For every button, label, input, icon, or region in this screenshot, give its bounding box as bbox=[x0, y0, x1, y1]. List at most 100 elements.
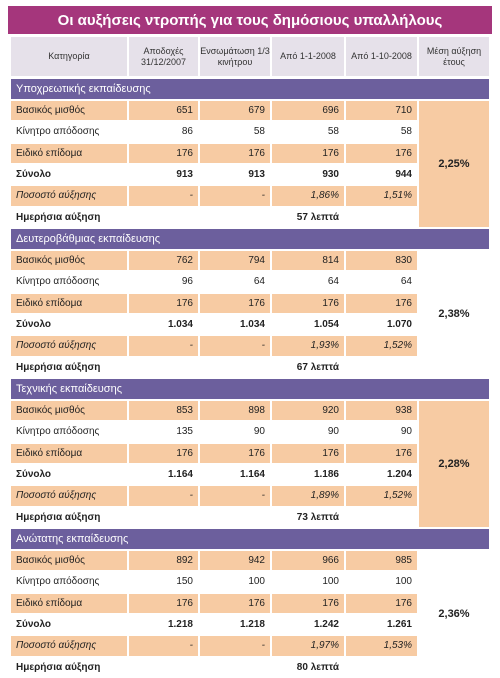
cell-value: 1,51% bbox=[346, 186, 417, 206]
row-label: Βασικός μισθός bbox=[11, 251, 127, 271]
cell-value: 794 bbox=[200, 251, 270, 271]
cell-value: 1,89% bbox=[272, 486, 344, 506]
row-label: Ημερήσια αύξηση bbox=[11, 657, 127, 677]
cell-value: 1,86% bbox=[272, 186, 344, 206]
cell-value: 814 bbox=[272, 251, 344, 271]
cell-value: 696 bbox=[272, 101, 344, 121]
cell-value: 930 bbox=[272, 164, 344, 185]
cell-value: 176 bbox=[272, 443, 344, 463]
cell-value: 64 bbox=[200, 272, 270, 292]
cell-value: 96 bbox=[129, 272, 198, 292]
cell-value: 913 bbox=[129, 164, 198, 185]
column-header: Αποδοχές 31/12/2007 bbox=[129, 37, 198, 76]
title-bar: Οι αυξήσεις ντροπής για τους δημόσιους υ… bbox=[8, 6, 492, 34]
column-header: Μέση αύξηση έτους bbox=[419, 37, 489, 76]
cell-value: 1.218 bbox=[200, 614, 270, 635]
daily-increase-value: 67 λεπτά bbox=[272, 357, 344, 377]
row-label: Ειδικό επίδομα bbox=[11, 293, 127, 313]
cell-value: 64 bbox=[346, 272, 417, 292]
section-title: Τεχνικής εκπαίδευσης bbox=[11, 379, 489, 399]
cell-value: 58 bbox=[272, 122, 344, 142]
cell-value: 176 bbox=[346, 293, 417, 313]
column-header: Από 1-10-2008 bbox=[346, 37, 417, 76]
cell-value: 100 bbox=[346, 572, 417, 592]
cell-value: 58 bbox=[346, 122, 417, 142]
cell-value: 913 bbox=[200, 164, 270, 185]
row-label: Σύνολο bbox=[11, 614, 127, 635]
cell-value: 920 bbox=[272, 401, 344, 421]
cell-value: 853 bbox=[129, 401, 198, 421]
cell-value: 176 bbox=[346, 593, 417, 613]
cell-value: 1.261 bbox=[346, 614, 417, 635]
row-label: Κίνητρο απόδοσης bbox=[11, 122, 127, 142]
cell-value: 100 bbox=[200, 572, 270, 592]
row-label: Ημερήσια αύξηση bbox=[11, 357, 127, 377]
cell-value: - bbox=[129, 486, 198, 506]
average-increase: 2,36% bbox=[419, 551, 489, 677]
cell-value: 1.070 bbox=[346, 314, 417, 335]
cell-value: 942 bbox=[200, 551, 270, 571]
row-label: Σύνολο bbox=[11, 314, 127, 335]
cell-value: 1.164 bbox=[200, 464, 270, 485]
cell-value: 176 bbox=[346, 143, 417, 163]
cell-value: 176 bbox=[200, 593, 270, 613]
cell-value: 1.204 bbox=[346, 464, 417, 485]
cell-value: 1,93% bbox=[272, 336, 344, 356]
cell-value: 64 bbox=[272, 272, 344, 292]
column-header: Κατηγορία bbox=[11, 37, 127, 76]
cell-value: 944 bbox=[346, 164, 417, 185]
daily-increase-value: 80 λεπτά bbox=[272, 657, 344, 677]
cell-value: - bbox=[129, 336, 198, 356]
cell-value: 176 bbox=[272, 143, 344, 163]
row-label: Ειδικό επίδομα bbox=[11, 593, 127, 613]
cell-value: 176 bbox=[129, 593, 198, 613]
cell-value: 1,52% bbox=[346, 336, 417, 356]
cell-value: 892 bbox=[129, 551, 198, 571]
cell-value: 1.034 bbox=[200, 314, 270, 335]
cell-value: 58 bbox=[200, 122, 270, 142]
cell-value: 176 bbox=[346, 443, 417, 463]
cell-value: - bbox=[200, 486, 270, 506]
cell-value: 985 bbox=[346, 551, 417, 571]
cell-value: 679 bbox=[200, 101, 270, 121]
row-label: Ειδικό επίδομα bbox=[11, 143, 127, 163]
cell-value: 1,52% bbox=[346, 486, 417, 506]
row-label: Ποσοστό αύξησης bbox=[11, 486, 127, 506]
row-label: Ποσοστό αύξησης bbox=[11, 336, 127, 356]
cell-value: 176 bbox=[129, 293, 198, 313]
row-label: Κίνητρο απόδοσης bbox=[11, 572, 127, 592]
cell-value: 762 bbox=[129, 251, 198, 271]
cell-value: - bbox=[200, 636, 270, 656]
cell-value: 176 bbox=[200, 143, 270, 163]
cell-value: 966 bbox=[272, 551, 344, 571]
cell-value: - bbox=[129, 636, 198, 656]
row-label: Κίνητρο απόδοσης bbox=[11, 272, 127, 292]
cell-value: 1.186 bbox=[272, 464, 344, 485]
row-label: Βασικός μισθός bbox=[11, 101, 127, 121]
row-label: Ημερήσια αύξηση bbox=[11, 507, 127, 527]
cell-value: 150 bbox=[129, 572, 198, 592]
cell-value: 938 bbox=[346, 401, 417, 421]
cell-value: 1.242 bbox=[272, 614, 344, 635]
cell-value: 100 bbox=[272, 572, 344, 592]
row-label: Ημερήσια αύξηση bbox=[11, 207, 127, 227]
average-increase: 2,25% bbox=[419, 101, 489, 227]
column-header: Ενσωμάτωση 1/3 κινήτρου bbox=[200, 37, 270, 76]
cell-value: 830 bbox=[346, 251, 417, 271]
cell-value: 898 bbox=[200, 401, 270, 421]
row-label: Βασικός μισθός bbox=[11, 401, 127, 421]
cell-value: 176 bbox=[272, 593, 344, 613]
section-title: Δευτεροβάθμιας εκπαίδευσης bbox=[11, 229, 489, 249]
cell-value: 176 bbox=[200, 443, 270, 463]
cell-value: 651 bbox=[129, 101, 198, 121]
row-label: Βασικός μισθός bbox=[11, 551, 127, 571]
cell-value: 710 bbox=[346, 101, 417, 121]
daily-increase-value: 57 λεπτά bbox=[272, 207, 344, 227]
cell-value: 176 bbox=[129, 443, 198, 463]
daily-increase-value: 73 λεπτά bbox=[272, 507, 344, 527]
cell-value: 90 bbox=[346, 422, 417, 442]
cell-value: 176 bbox=[200, 293, 270, 313]
cell-value: 1.164 bbox=[129, 464, 198, 485]
cell-value: 176 bbox=[272, 293, 344, 313]
